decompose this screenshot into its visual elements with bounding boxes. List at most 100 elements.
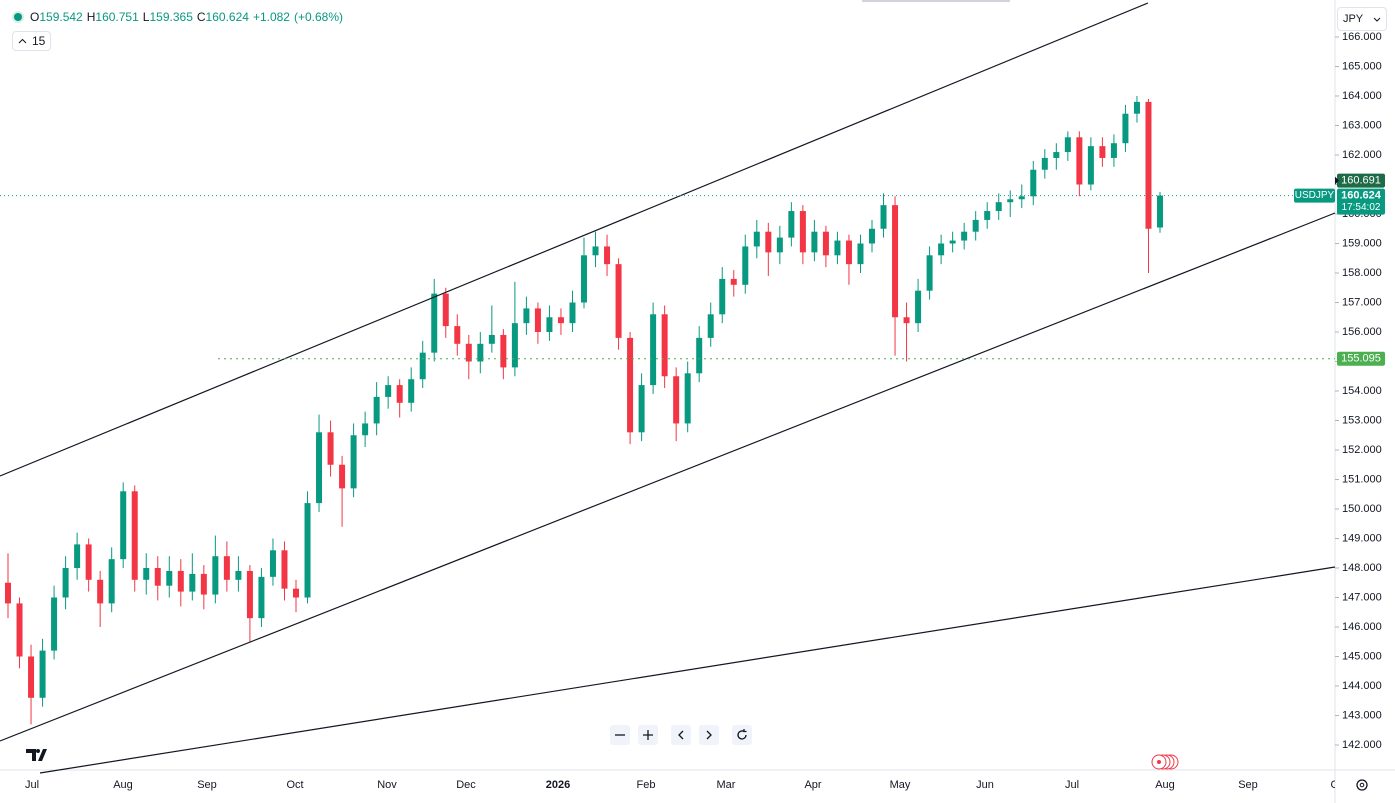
candle-body (869, 228, 875, 244)
candle-body (39, 650, 46, 698)
candle-body (569, 302, 576, 324)
level-label: 155.095 (1341, 353, 1381, 365)
x-tick-label: Oct (1330, 779, 1347, 791)
candle-body (154, 568, 161, 586)
y-tick-label: 164.000 (1342, 90, 1382, 102)
candle-body (892, 205, 899, 318)
candle-body (926, 255, 933, 291)
y-tick-label: 163.000 (1342, 119, 1382, 131)
candle-body (776, 237, 783, 253)
candle-body (845, 240, 852, 265)
candle-body (51, 597, 58, 651)
trend-line[interactable] (39, 566, 1336, 774)
candle-body (523, 308, 530, 324)
y-tick-label: 154.000 (1342, 385, 1382, 397)
candle-body (143, 568, 150, 580)
x-tick-label: Oct (286, 779, 303, 791)
candle-body (281, 550, 288, 589)
candle-body (684, 373, 691, 424)
candle-body (97, 579, 104, 604)
candle-body (62, 568, 69, 598)
candle-body (557, 317, 564, 324)
candle-body (1145, 101, 1152, 229)
change: +1.082 (252, 10, 290, 24)
low-label: L (142, 10, 150, 24)
chevron (18, 38, 27, 44)
candle-body (5, 582, 11, 604)
interval: 15 (32, 34, 46, 48)
y-tick-label: 148.000 (1342, 562, 1382, 574)
candle-body (1076, 137, 1083, 185)
y-tick-label: 156.000 (1342, 326, 1382, 338)
candle-body (246, 570, 253, 619)
candle-body (235, 570, 242, 580)
candle-body (442, 293, 449, 327)
candle-body (534, 308, 541, 332)
candle-body (177, 570, 184, 592)
candle-body (385, 385, 392, 397)
y-tick-label: 152.000 (1342, 444, 1382, 456)
candle-body (811, 231, 818, 253)
scroll-right-button[interactable] (699, 725, 719, 745)
candle-body (16, 603, 23, 657)
candle-body (511, 323, 518, 368)
candle-body (961, 231, 968, 241)
candle-body (627, 337, 634, 433)
candle-body (765, 231, 772, 253)
prev-close-marker (1335, 176, 1339, 185)
open-value: 159.542 (39, 10, 83, 24)
candle-body (28, 656, 35, 698)
trend-line[interactable] (0, 212, 1336, 742)
y-tick-label: 162.000 (1342, 149, 1382, 161)
x-tick-label: May (890, 779, 911, 791)
candle-body (1133, 101, 1140, 114)
candles (5, 96, 1163, 725)
events-icon[interactable] (1151, 754, 1179, 770)
symbol-label: USDJPY (1295, 190, 1335, 201)
trend-line[interactable] (0, 2, 1149, 477)
candle-body (108, 559, 115, 604)
candle-body (1110, 143, 1117, 158)
zoom-controls (610, 725, 752, 745)
candle-body (880, 205, 887, 229)
settings-button[interactable] (1356, 779, 1368, 791)
x-tick-label: Nov (377, 779, 397, 791)
candle-body (995, 202, 1002, 212)
candle-body (949, 240, 956, 244)
candle-body (742, 246, 749, 285)
low-value: 159.365 (149, 10, 193, 24)
currency-select[interactable]: JPY (1337, 7, 1387, 31)
candle-body (1122, 113, 1129, 144)
candle-body (834, 240, 841, 256)
x-tick-label: Feb (637, 779, 656, 791)
y-tick-label: 165.000 (1342, 60, 1382, 72)
candle-body (707, 314, 714, 338)
high-value: 160.751 (95, 10, 139, 24)
candle-body (166, 570, 173, 586)
candle-body (615, 264, 622, 338)
candle-body (592, 246, 599, 256)
candle-body (327, 432, 334, 465)
change-percent: (+0.68%) (293, 10, 344, 24)
candle-body (984, 211, 991, 220)
candle-body (1018, 196, 1025, 200)
candle-body (131, 491, 138, 580)
x-tick-label: 2026 (546, 779, 570, 791)
y-tick-label: 158.000 (1342, 267, 1382, 279)
candle-body (223, 556, 230, 580)
candle-body (638, 385, 645, 433)
x-tick-label: Aug (1155, 779, 1175, 791)
y-tick-label: 151.000 (1342, 473, 1382, 485)
candle-body (269, 550, 276, 577)
top-handle (862, 0, 1010, 2)
candle-body (477, 343, 484, 362)
y-tick-label: 149.000 (1342, 532, 1382, 544)
reset-button[interactable] (732, 725, 752, 745)
candle-body (1030, 169, 1037, 197)
x-tick-label: Dec (456, 779, 476, 791)
indicator-toggle[interactable]: 15 (12, 31, 52, 51)
scroll-left-button[interactable] (671, 725, 691, 745)
candle-body (488, 334, 495, 344)
